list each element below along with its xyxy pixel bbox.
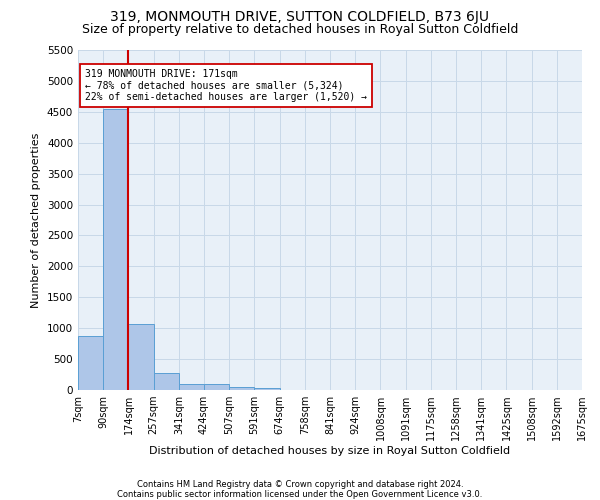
- Bar: [128, 324, 154, 390]
- Text: 319 MONMOUTH DRIVE: 171sqm
← 78% of detached houses are smaller (5,324)
22% of s: 319 MONMOUTH DRIVE: 171sqm ← 78% of deta…: [85, 68, 367, 102]
- Text: 319, MONMOUTH DRIVE, SUTTON COLDFIELD, B73 6JU: 319, MONMOUTH DRIVE, SUTTON COLDFIELD, B…: [110, 10, 490, 24]
- Bar: [179, 384, 204, 390]
- X-axis label: Distribution of detached houses by size in Royal Sutton Coldfield: Distribution of detached houses by size …: [149, 446, 511, 456]
- Text: Size of property relative to detached houses in Royal Sutton Coldfield: Size of property relative to detached ho…: [82, 22, 518, 36]
- Text: Contains HM Land Registry data © Crown copyright and database right 2024.
Contai: Contains HM Land Registry data © Crown c…: [118, 480, 482, 499]
- Bar: [254, 388, 280, 390]
- Y-axis label: Number of detached properties: Number of detached properties: [31, 132, 41, 308]
- Bar: [229, 387, 254, 390]
- Bar: [154, 372, 179, 390]
- Bar: [204, 384, 229, 390]
- Bar: [78, 336, 103, 390]
- Bar: [103, 108, 128, 390]
